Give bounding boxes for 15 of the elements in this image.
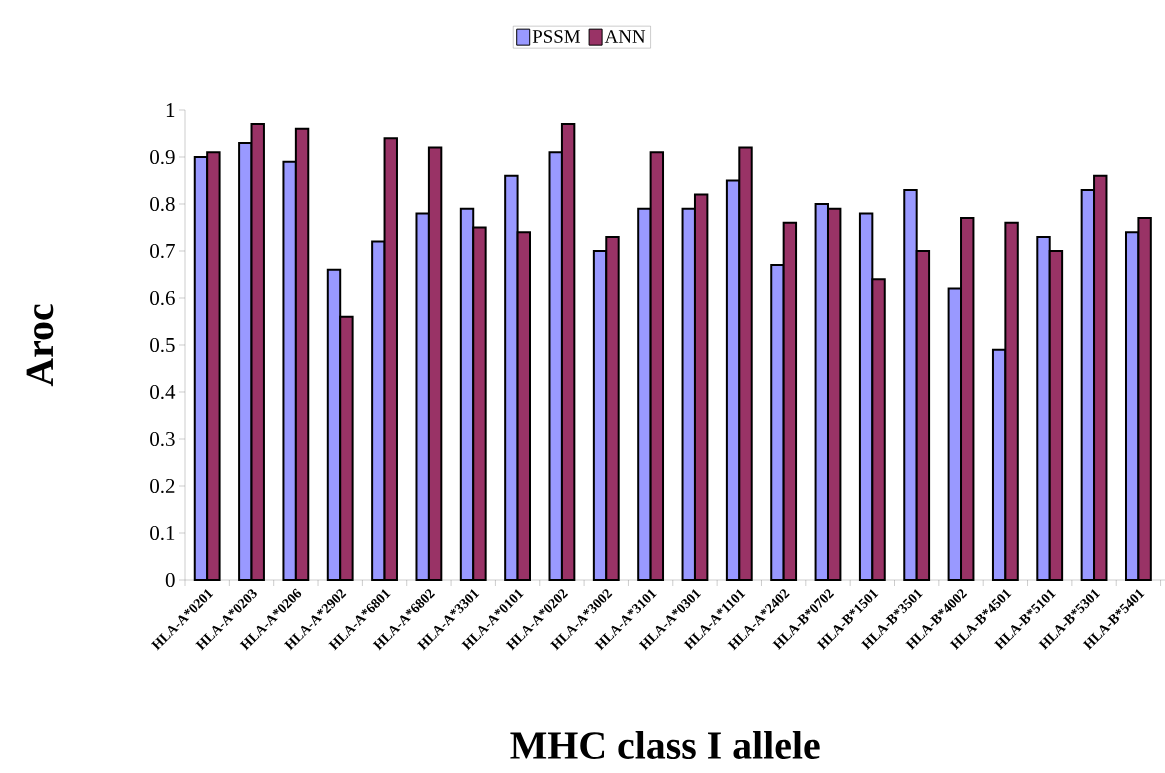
y-tick-label: 0.5 (150, 337, 175, 353)
y-tick-label: 0.9 (150, 149, 175, 165)
x-axis-title: MHC class I allele (510, 730, 820, 759)
y-tick-label: 0.7 (150, 243, 175, 259)
y-tick-label: 0 (165, 572, 175, 588)
y-tick-label: 0.2 (150, 478, 175, 494)
legend-label: ANN (604, 30, 646, 43)
y-tick-label: 0.8 (150, 196, 175, 212)
y-tick-label: 0.1 (150, 525, 175, 541)
y-tick-label: 0.6 (150, 290, 175, 306)
y-tick-label: 0.4 (150, 384, 176, 400)
y-tick-label: 0.3 (150, 431, 175, 447)
y-axis-title: Aroc (26, 304, 54, 387)
y-tick-label: 1 (166, 103, 175, 117)
legend-label: PSSM (532, 30, 581, 43)
